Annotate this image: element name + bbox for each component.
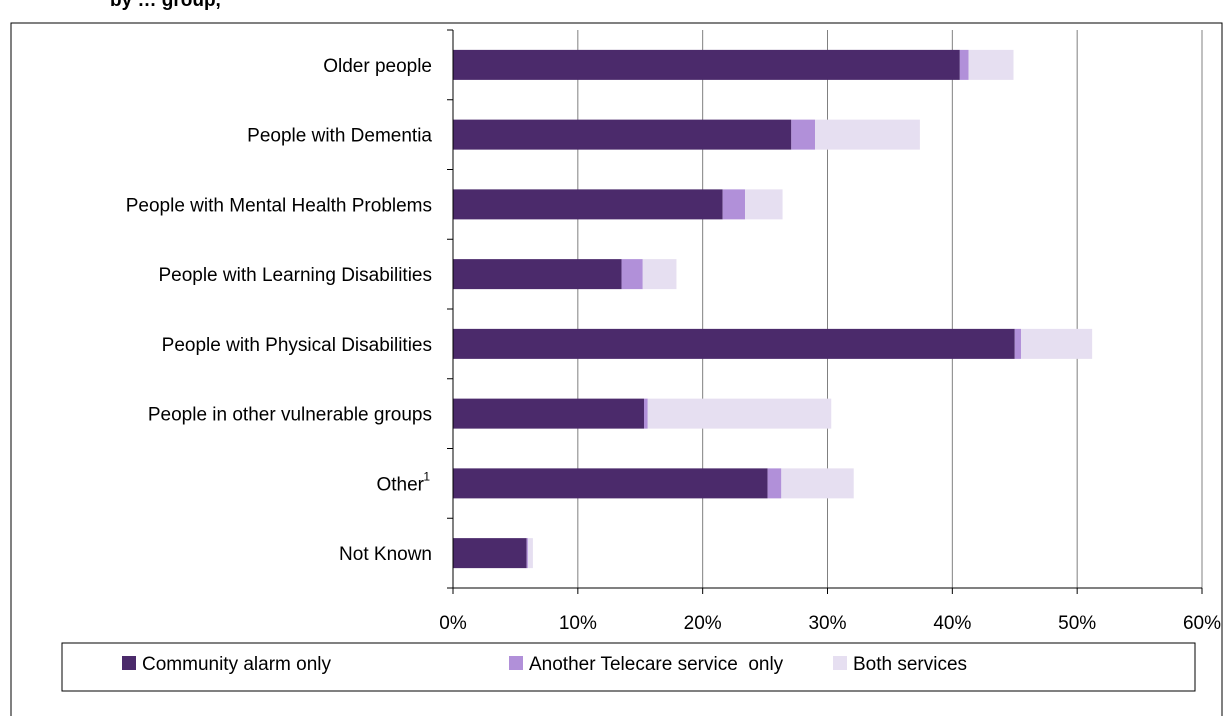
x-tick-label: 60% (1183, 613, 1221, 634)
x-tick-label: 50% (1058, 613, 1096, 634)
bar-segment (453, 538, 527, 569)
bar-segment (1020, 328, 1093, 359)
legend-label: Another Telecare service only (529, 654, 784, 675)
legend: Community alarm only Another Telecare ser… (61, 642, 1196, 692)
category-labels: Older people People with Dementia People w… (126, 56, 433, 565)
x-tick-label: 0% (439, 613, 467, 634)
bar-segment (781, 468, 854, 499)
bar-segment (526, 538, 528, 569)
bar-segment (722, 189, 746, 220)
x-tick-label: 40% (933, 613, 971, 634)
bar-segment (642, 259, 677, 290)
category-label: Older people (323, 56, 432, 77)
bar-segment (968, 49, 1014, 80)
bar-segment (1014, 328, 1021, 359)
bar-segment (815, 119, 920, 150)
bar-segment (621, 259, 643, 290)
x-tick-label: 30% (808, 613, 846, 634)
bar-segment (767, 468, 782, 499)
bar-segment (791, 119, 816, 150)
bars (453, 49, 1093, 569)
bar-segment (453, 49, 960, 80)
x-tick-label: 10% (559, 613, 597, 634)
category-label: People with Physical Disabilities (162, 335, 432, 356)
x-tick-labels: 0% 10% 20% 30% 40% 50% 60% (439, 613, 1221, 634)
legend-swatch (122, 656, 136, 670)
bar-segment (647, 398, 832, 429)
bar-segment (453, 328, 1015, 359)
legend-box (61, 642, 1196, 692)
category-footnote-marker: 1 (423, 469, 430, 483)
category-label: People with Mental Health Problems (126, 195, 432, 216)
bar-segment (745, 189, 783, 220)
chart-title-partial: by … group, (110, 0, 221, 11)
bar-segment (453, 119, 792, 150)
category-label: People in other vulnerable groups (148, 405, 432, 426)
bar-segment (643, 398, 648, 429)
bar-segment (527, 538, 533, 569)
bar-segment (453, 468, 768, 499)
bar-segment (453, 398, 644, 429)
legend-label: Community alarm only (142, 654, 331, 675)
legend-label: Both services (853, 654, 967, 675)
bar-segment (453, 189, 723, 220)
bar-segment (453, 259, 622, 290)
category-label: Not Known (339, 544, 432, 565)
legend-swatch (509, 656, 523, 670)
axes (447, 29, 1203, 594)
x-tick-label: 20% (684, 613, 722, 634)
category-label: People with Learning Disabilities (158, 265, 432, 286)
category-label: Other (376, 474, 424, 495)
category-label: People with Dementia (247, 126, 432, 147)
legend-swatch (833, 656, 847, 670)
bar-segment (959, 49, 969, 80)
